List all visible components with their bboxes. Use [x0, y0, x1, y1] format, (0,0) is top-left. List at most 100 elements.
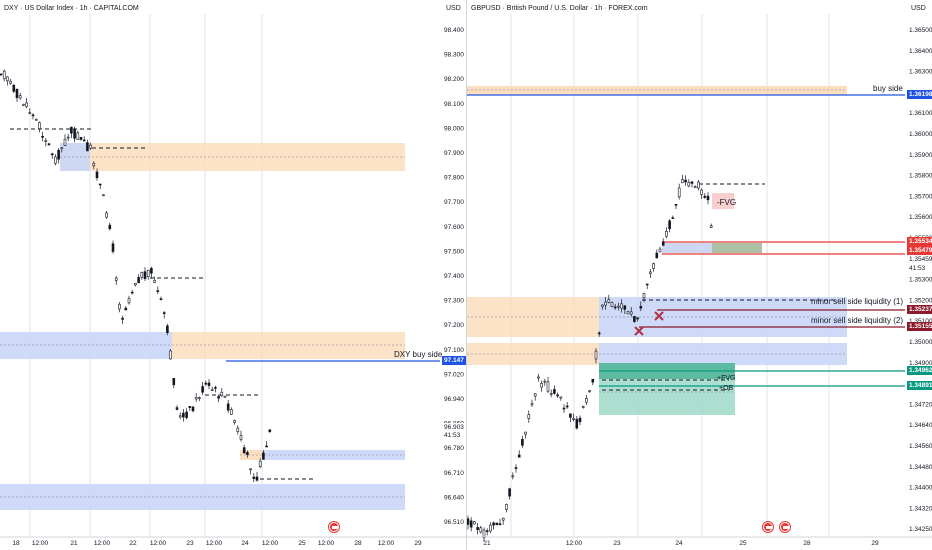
- y-tick-label: 1.36500: [909, 27, 932, 34]
- y-tick-label: 1.36000: [909, 131, 932, 138]
- gbpusd-candle-body: [668, 220, 671, 230]
- y-tick-label: 1.35200: [909, 297, 932, 304]
- dxy-candle-body: [268, 429, 272, 433]
- dxy-candle-body: [95, 171, 99, 179]
- gbpusd-chart-canvas[interactable]: 1.36500 1.36400 1.36300 1.36198 1.36100 1.360…: [467, 0, 932, 550]
- gbpusd-candle-body: [642, 293, 646, 299]
- economic-events-flag-icon[interactable]: [329, 522, 339, 532]
- gbpusd-candle-body: [591, 378, 595, 383]
- dxy-candle-body: [188, 406, 192, 408]
- dxy-buy-side-price-badge: 97.147: [442, 356, 466, 365]
- dxy-candle-body: [220, 391, 224, 397]
- y-tick-label: 97.600: [444, 224, 464, 231]
- dxy-candle-body: [118, 303, 121, 310]
- dxy-candle-body: [156, 290, 160, 292]
- supply-zone-lower: [172, 332, 405, 359]
- dxy-candle-body: [114, 277, 118, 281]
- dxy-candle-body: [0, 73, 3, 76]
- dxy-candle-body: [178, 415, 182, 418]
- gbpusd-candle-body: [549, 393, 553, 395]
- gbpusd-candle-body: [604, 301, 607, 306]
- x-tick-label: 23: [186, 540, 194, 547]
- gbpusd-candle-body: [575, 418, 579, 429]
- y-tick-label: 96.940: [444, 396, 464, 403]
- gbpusd-chart-pane[interactable]: 1.36500 1.36400 1.36300 1.36198 1.36100 1.360…: [466, 0, 932, 550]
- gbpusd-candle-body: [658, 248, 662, 253]
- dxy-candle-body: [230, 409, 233, 415]
- bearish-fvg-bottom-badge: 1.35479: [907, 246, 932, 255]
- gbpusd-candle-body: [636, 317, 639, 320]
- dxy-candle-body: [262, 452, 265, 460]
- gbpusd-candle-body: [671, 217, 675, 219]
- dxy-candle-body: [18, 95, 22, 99]
- dxy-candle-body: [182, 412, 185, 418]
- premium-zone: [467, 86, 847, 95]
- gbpusd-candle-body: [562, 407, 566, 410]
- gbpusd-candle-body: [588, 390, 591, 392]
- x-tick-label: 12:00: [206, 540, 223, 547]
- dxy-candle-body: [162, 312, 166, 314]
- gbpusd-candle-body: [511, 475, 515, 478]
- dxy-candle-body: [31, 114, 35, 117]
- gbpusd-candle-body: [543, 380, 547, 383]
- gbpusd-candle-body: [501, 517, 505, 521]
- dxy-candle-body: [242, 447, 246, 454]
- dxy-candle-body: [223, 395, 227, 398]
- bearish-fvg-label: -FVG: [717, 198, 737, 207]
- gbpusd-candle-body: [693, 186, 697, 188]
- gbpusd-candle-body: [508, 488, 511, 497]
- economic-events-flag-icon[interactable]: [780, 522, 790, 532]
- gbpusd-candle-body: [565, 405, 569, 408]
- gbpusd-candle-body: [655, 252, 659, 259]
- y-tick-label: 98.300: [444, 52, 464, 59]
- y-tick-label: 98.000: [444, 125, 464, 132]
- x-tick-label: 21: [483, 540, 491, 547]
- gbpusd-candle-body: [498, 523, 502, 526]
- gbpusd-candle-body: [485, 530, 489, 532]
- dxy-candle-body: [108, 224, 112, 230]
- gbpusd-candle-body: [617, 305, 620, 308]
- dxy-candle-body: [38, 122, 41, 130]
- dxy-candle-body: [9, 80, 12, 84]
- buy-side-annotation: buy side: [873, 84, 903, 93]
- minor-sell-side-liquidity-2-label: minor sell side liquidity (2): [811, 316, 904, 325]
- gbpusd-candle-body: [649, 271, 652, 274]
- y-tick-label: 1.35700: [909, 193, 932, 200]
- y-tick-label: 1.35000: [909, 339, 932, 346]
- y-tick-label: 96.780: [444, 445, 464, 452]
- x-tick-label: 24: [675, 540, 683, 547]
- dxy-chart-canvas[interactable]: 98.400 98.300 98.200 98.100 98.000 97.900 97.8…: [0, 0, 466, 550]
- gbpusd-candle-body: [674, 204, 678, 206]
- gbpusd-candle-body: [585, 397, 588, 403]
- small-orange-zone: [240, 450, 262, 460]
- gbpusd-candle-body: [620, 303, 623, 309]
- gbpusd-candle-body: [697, 181, 700, 189]
- gbpusd-candle-body: [553, 389, 556, 394]
- y-tick-label: 96.640: [444, 494, 464, 501]
- dxy-candle-body: [102, 194, 105, 197]
- gbpusd-candle-body: [623, 305, 627, 310]
- y-tick-label: 1.35600: [909, 214, 932, 221]
- dxy-chart-pane[interactable]: 98.400 98.300 98.200 98.100 98.000 97.900 97.8…: [0, 0, 466, 550]
- gbpusd-candle-body: [594, 350, 598, 360]
- gbpusd-candle-body: [652, 263, 655, 269]
- dxy-candle-body: [105, 212, 108, 218]
- dxy-candle-body: [124, 307, 128, 311]
- dxy-candle-body: [22, 103, 25, 106]
- gbpusd-candle-body: [610, 302, 614, 307]
- economic-events-flag-icon[interactable]: [763, 522, 773, 532]
- gbpusd-candle-body: [629, 311, 633, 315]
- y-tick-label: 98.100: [444, 101, 464, 108]
- dxy-candle-body: [249, 468, 252, 471]
- dxy-candle-body: [70, 126, 73, 134]
- x-tick-label: 25: [739, 540, 747, 547]
- y-tick-label: 97.500: [444, 248, 464, 255]
- dxy-candle-body: [60, 147, 64, 150]
- y-tick-label: 1.35300: [909, 277, 932, 284]
- gbpusd-candle-body: [479, 527, 483, 533]
- dxy-candle-body: [76, 132, 80, 141]
- y-tick-label: 1.34720: [909, 401, 932, 408]
- gbpusd-candle-body: [524, 431, 527, 435]
- ssl2-price-badge: 1.35155: [907, 322, 932, 331]
- gbpusd-candle-body: [581, 406, 585, 408]
